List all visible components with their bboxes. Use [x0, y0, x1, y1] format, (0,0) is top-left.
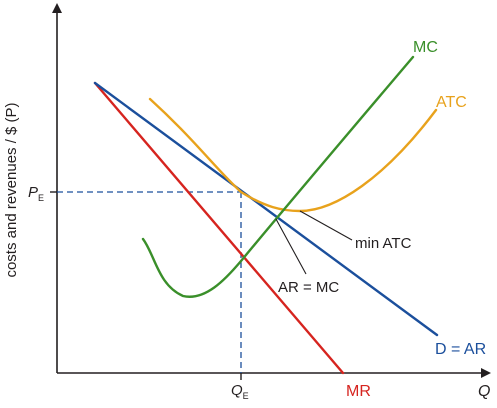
- x-axis-label: Q: [478, 383, 490, 400]
- price-marker-main: P: [28, 184, 38, 201]
- price-marker-subscript: E: [38, 193, 44, 203]
- demand-label: D = AR: [435, 341, 486, 358]
- mr-curve: [93, 81, 345, 375]
- quantity-marker-subscript: E: [243, 391, 249, 401]
- mr-label: MR: [346, 383, 371, 400]
- ar-mc-label: AR = MC: [278, 279, 339, 296]
- atc-curve: [148, 97, 438, 213]
- demand-curve: [93, 81, 439, 337]
- mc-label: MC: [413, 39, 438, 56]
- quantity-marker-main: Q: [231, 382, 243, 399]
- min-atc-pointer: [299, 210, 353, 241]
- mc-curve: [141, 55, 415, 298]
- ar-mc-pointer: [275, 218, 307, 275]
- price-marker: PE: [28, 184, 44, 203]
- quantity-marker: QE: [231, 382, 249, 401]
- y-axis-label: costs and revenues / $ (P): [3, 102, 20, 277]
- atc-label: ATC: [436, 94, 467, 111]
- min-atc-label: min ATC: [355, 235, 412, 252]
